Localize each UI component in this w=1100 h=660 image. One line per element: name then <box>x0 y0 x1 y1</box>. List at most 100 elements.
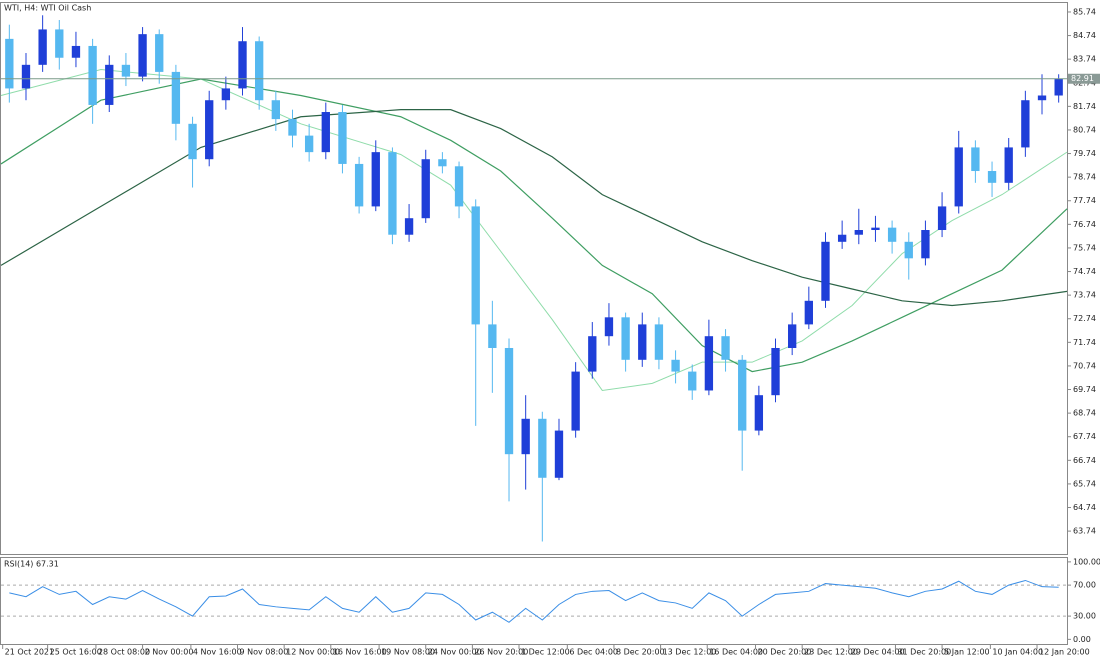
candle-body <box>771 347 780 396</box>
candle-body <box>738 359 747 431</box>
x-tick-label: 26 Nov 20:00 <box>474 648 528 657</box>
x-tick-label: 19 Nov 08:00 <box>381 648 435 657</box>
candle-body <box>671 359 680 372</box>
candle-body <box>921 230 930 259</box>
y-tick-label: 85.74 <box>1073 7 1096 16</box>
candle-body <box>971 147 980 172</box>
candle-body <box>205 100 214 160</box>
candle-body <box>837 234 847 242</box>
x-tick-label: 28 Oct 08:00 <box>98 648 150 657</box>
y-tick-label: 76.74 <box>1073 220 1096 229</box>
x-tick-label: 12 Nov 00:00 <box>286 648 340 657</box>
candle-body <box>904 241 913 259</box>
rsi-y-tick-label: 100.00 <box>1073 557 1100 566</box>
candle-body <box>871 227 880 231</box>
y-tick-label: 75.74 <box>1073 243 1096 252</box>
candle-body <box>71 45 81 58</box>
x-tick-label: 23 Dec 12:00 <box>804 648 858 657</box>
y-tick-label: 83.74 <box>1073 55 1096 64</box>
candle-body <box>488 324 497 348</box>
x-tick-label: 25 Oct 16:00 <box>50 648 102 657</box>
y-tick-label: 69.74 <box>1073 385 1096 394</box>
candle-body <box>338 112 347 164</box>
rsi-frame <box>0 557 1068 645</box>
main-frame <box>0 2 1068 555</box>
candle-body <box>588 336 597 372</box>
candle-body <box>1021 100 1030 148</box>
candle-body <box>388 152 397 235</box>
x-tick-label: 16 Nov 16:00 <box>333 648 387 657</box>
candle-body <box>704 336 714 391</box>
candle-body <box>121 64 131 77</box>
candle-body <box>138 34 147 77</box>
candle-body <box>55 29 64 58</box>
rsi-y-tick-label: 70.00 <box>1073 581 1096 590</box>
candle-body <box>321 112 330 153</box>
candle-body <box>421 159 430 219</box>
y-tick-label: 65.74 <box>1073 479 1096 488</box>
x-tick-label: 2 Nov 00:00 <box>145 648 194 657</box>
candle-body <box>371 152 380 207</box>
y-tick-label: 74.74 <box>1073 267 1096 276</box>
candle-body <box>521 418 530 455</box>
y-tick-label: 64.74 <box>1073 503 1096 512</box>
x-tick-label: 29 Dec 04:00 <box>851 648 905 657</box>
candle-body <box>538 418 547 478</box>
candle-body <box>1054 78 1063 96</box>
chart-title: WTI, H4: WTI Oil Cash <box>4 4 91 13</box>
y-tick-label: 77.74 <box>1073 196 1096 205</box>
candle-body <box>238 41 247 89</box>
candle-body <box>554 430 564 478</box>
x-tick-label: 6 Dec 04:00 <box>569 648 618 657</box>
y-tick-label: 73.74 <box>1073 291 1096 300</box>
candle-body <box>471 206 480 325</box>
x-tick-label: 5 Jan 12:00 <box>944 648 990 657</box>
rsi-y-tick-label: 0.00 <box>1073 635 1091 644</box>
rsi-y-tick-label: 30.00 <box>1073 612 1096 621</box>
moving-average <box>0 109 1068 307</box>
candle-body <box>804 300 813 325</box>
y-tick-label: 78.74 <box>1073 173 1096 182</box>
y-tick-label: 70.74 <box>1073 361 1096 370</box>
x-tick-label: 4 Nov 16:00 <box>193 648 242 657</box>
x-tick-label: 10 Jan 04:00 <box>992 648 1043 657</box>
x-tick-label: 21 Oct 2021 <box>5 648 54 657</box>
moving-average <box>0 78 1068 373</box>
candle-body <box>171 71 181 124</box>
candle-body <box>288 119 297 136</box>
candle-body <box>5 38 14 89</box>
candle-body <box>354 163 364 207</box>
candle-body <box>654 324 664 360</box>
y-tick-label: 67.74 <box>1073 432 1096 441</box>
candle-body <box>937 206 947 231</box>
x-tick-label: 16 Dec 04:00 <box>709 648 763 657</box>
candle-body <box>38 29 47 65</box>
candle-body <box>887 227 897 242</box>
candle-body <box>155 34 164 72</box>
candle-body <box>21 64 31 89</box>
candle-body <box>438 159 447 167</box>
candle-body <box>854 230 863 235</box>
y-tick-label: 84.74 <box>1073 31 1096 40</box>
candle-body <box>304 135 314 153</box>
bid-box <box>1068 73 1100 84</box>
candle-body <box>255 41 264 101</box>
x-tick-label: 24 Nov 00:00 <box>428 648 482 657</box>
candle-body <box>571 371 580 431</box>
y-tick-label: 68.74 <box>1073 409 1096 418</box>
x-tick-label: 8 Dec 20:00 <box>616 648 665 657</box>
candle-body <box>105 64 114 105</box>
y-tick-label: 79.74 <box>1073 149 1096 158</box>
candle-body <box>88 45 97 105</box>
candle-body <box>987 171 997 183</box>
candle-body <box>221 88 231 101</box>
candle-body <box>721 336 730 360</box>
y-tick-label: 71.74 <box>1073 338 1096 347</box>
x-tick-label: 1 Dec 12:00 <box>521 648 570 657</box>
x-tick-label: 31 Dec 20:00 <box>897 648 951 657</box>
candle-body <box>404 218 414 235</box>
candle-body <box>788 324 797 348</box>
candle-body <box>271 100 280 120</box>
candle-body <box>604 317 614 337</box>
